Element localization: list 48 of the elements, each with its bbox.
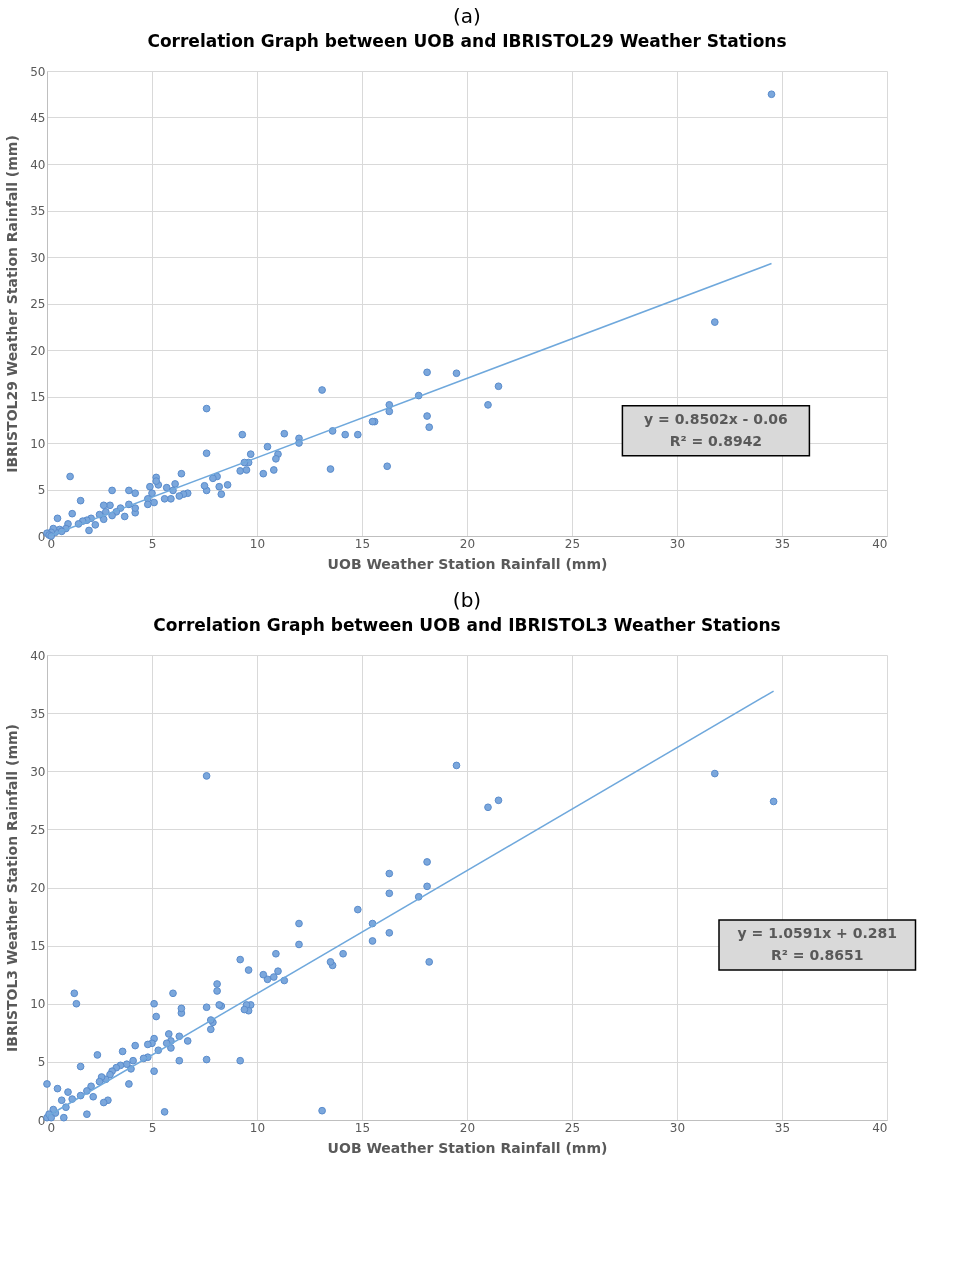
x-tick-label: 5 xyxy=(148,1120,157,1135)
chart-title: Correlation Graph between UOB and IBRISTOL29 Weather Stations xyxy=(147,31,787,51)
x-tick-label: 15 xyxy=(354,536,371,551)
y-tick-label: 5 xyxy=(37,483,46,497)
annotation: R² = 0.8651 xyxy=(771,947,864,964)
y-tick-label: 10 xyxy=(30,997,46,1012)
y-tick-label: 15 xyxy=(30,390,46,404)
y-tick-label: 50 xyxy=(30,64,46,79)
annotation: y = 1.0591x + 0.281 xyxy=(737,925,897,942)
annotation: R² = 0.8942 xyxy=(669,432,763,449)
x-tick-label: 30 xyxy=(669,1120,686,1135)
x-tick-label: 30 xyxy=(669,536,686,551)
y-tick-label: 25 xyxy=(30,822,46,837)
y-tick-label: 5 xyxy=(37,1055,46,1070)
x-tick-label: 15 xyxy=(354,1120,371,1135)
x-tick-label: 20 xyxy=(459,536,476,551)
x-tick-label: 20 xyxy=(459,1120,476,1135)
text: (a) xyxy=(453,4,481,28)
text: (b) xyxy=(452,588,482,612)
y-axis-title: IBRISTOL29 Weather Station Rainfall (mm) xyxy=(4,135,21,473)
x-tick-label: 25 xyxy=(564,536,581,551)
y-tick-label: 25 xyxy=(30,297,46,311)
x-tick-label: 0 xyxy=(47,536,56,551)
x-tick-label: 25 xyxy=(564,1120,581,1135)
x-tick-label: 35 xyxy=(774,536,791,551)
x-tick-label: 0 xyxy=(47,1120,56,1135)
y-tick-label: 20 xyxy=(30,343,46,358)
y-tick-label: 15 xyxy=(30,939,46,954)
y-tick-label: 20 xyxy=(30,881,46,895)
x-tick-label: 10 xyxy=(249,536,266,551)
x-tick-label: 5 xyxy=(148,536,157,551)
x-tick-label: 40 xyxy=(872,1120,888,1135)
y-tick-label: 35 xyxy=(30,204,46,218)
chart-title: Correlation Graph between UOB and IBRISTOL3 Weather Stations xyxy=(153,615,781,635)
y-tick-label: 10 xyxy=(30,436,46,451)
x-axis-title: UOB Weather Station Rainfall (mm) xyxy=(327,555,608,572)
x-axis-title: UOB Weather Station Rainfall (mm) xyxy=(327,1139,608,1156)
x-tick-label: 10 xyxy=(249,1120,266,1135)
x-tick-label: 35 xyxy=(774,1120,791,1135)
y-tick-label: 45 xyxy=(30,111,46,125)
y-tick-label: 30 xyxy=(30,764,46,779)
x-tick-label: 40 xyxy=(872,536,888,551)
y-tick-label: 35 xyxy=(30,706,46,721)
y-tick-label: 40 xyxy=(30,157,46,172)
y-tick-label: 30 xyxy=(30,250,46,265)
y-tick-label: 40 xyxy=(30,648,46,663)
y-axis-title: IBRISTOL3 Weather Station Rainfall (mm) xyxy=(4,724,21,1052)
annotation: y = 0.8502x - 0.06 xyxy=(644,410,788,427)
